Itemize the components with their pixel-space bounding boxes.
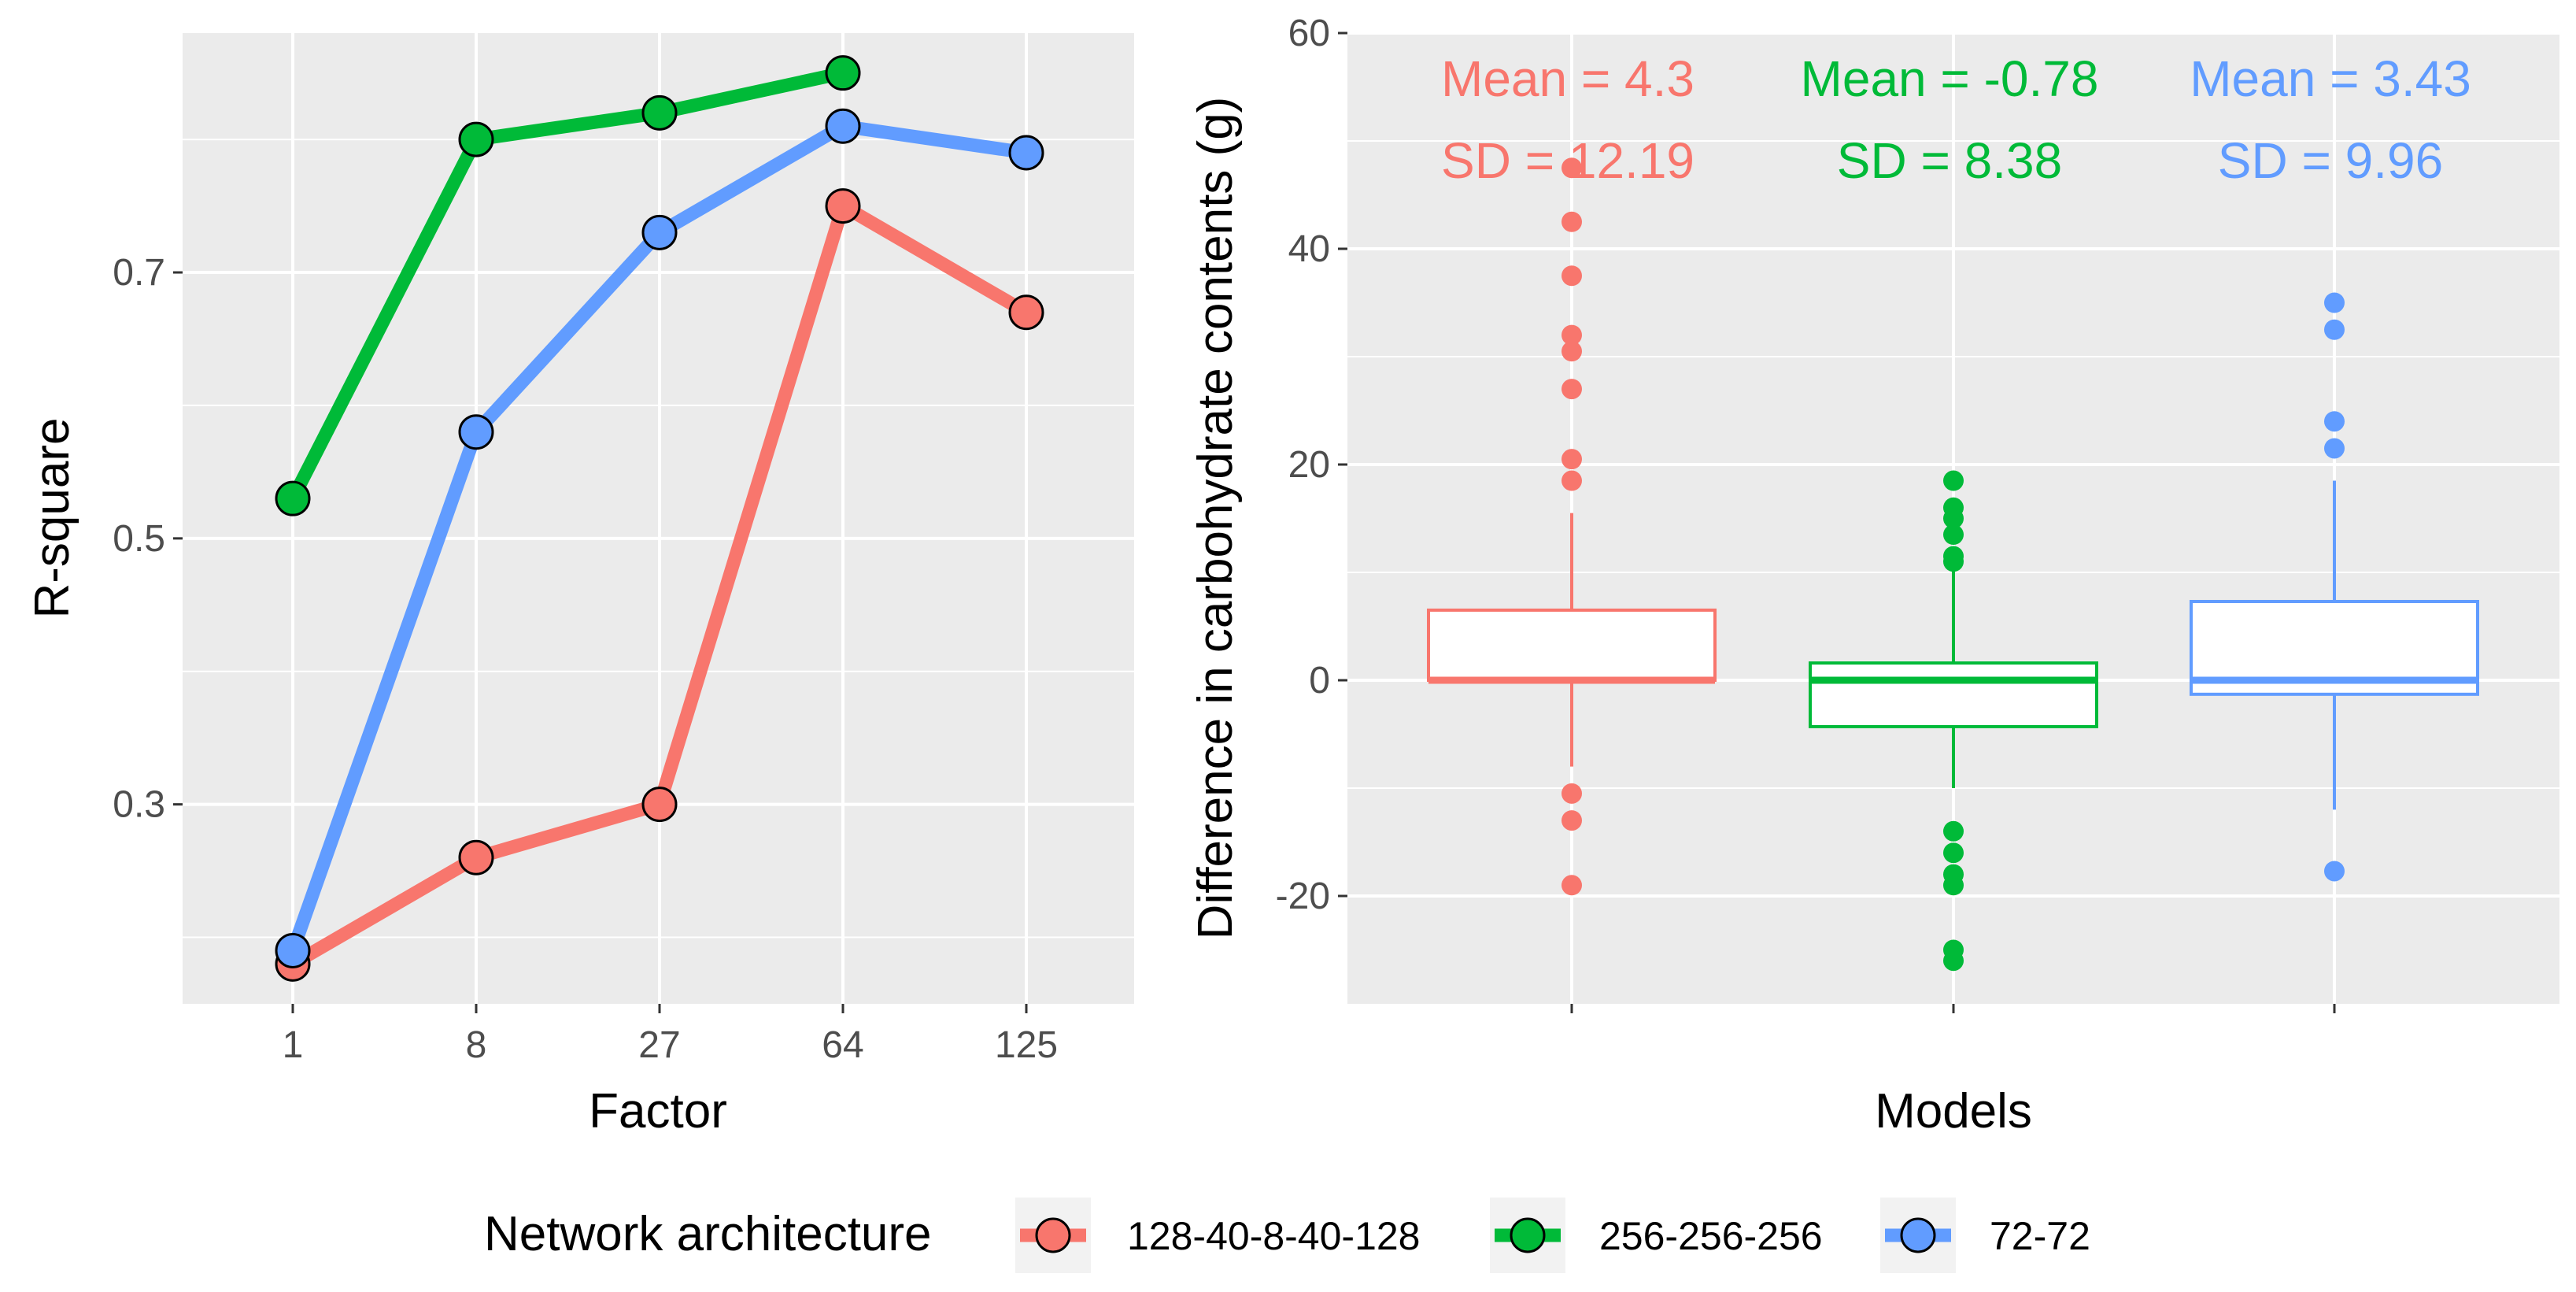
line-chart-points <box>275 55 1044 982</box>
line-chart-x-ticks: 1 8 27 64 125 <box>283 1004 1058 1066</box>
legend-key-point <box>1035 1217 1071 1253</box>
mean-annotation: Mean = 4.3 <box>1441 50 1695 107</box>
box-outlier <box>1561 379 1582 400</box>
sd-annotation: SD = 9.96 <box>2218 132 2443 189</box>
x-tick-label: 8 <box>466 1024 487 1066</box>
data-point-256-256-256 <box>458 121 494 157</box>
legend-key-point <box>1510 1217 1546 1253</box>
y-tick-label: 40 <box>1288 228 1330 270</box>
y-tick-label: -20 <box>1276 876 1330 917</box>
data-point-256-256-256 <box>641 94 678 131</box>
box-outlier <box>1561 211 1582 232</box>
mean-annotation: Mean = -0.78 <box>1801 50 2099 107</box>
data-point-256-256-256 <box>275 480 311 516</box>
data-point-72-72 <box>825 108 861 144</box>
box-outlier <box>2324 411 2345 432</box>
box-outlier <box>1561 341 1582 362</box>
box-outlier <box>1943 950 1964 972</box>
box-iqr <box>1809 661 2098 728</box>
box-outlier <box>1943 820 1964 842</box>
y-tick-label: 0.7 <box>113 252 165 294</box>
boxplot-y-axis-title: Difference in carbohydrate contents (g) <box>1188 97 1243 940</box>
y-tick-label: 20 <box>1288 444 1330 486</box>
box-outlier <box>2324 319 2345 340</box>
data-point-128-40-8-40-128 <box>641 787 678 823</box>
y-tick-label: 0 <box>1309 660 1330 702</box>
box-outlier <box>1561 449 1582 470</box>
box-outlier <box>1943 842 1964 864</box>
legend-label: 128-40-8-40-128 <box>1127 1214 1421 1258</box>
box-outlier <box>1561 875 1582 896</box>
sd-annotation: SD = 12.19 <box>1441 132 1695 189</box>
data-point-72-72 <box>641 214 678 250</box>
x-tick-label: 1 <box>283 1024 304 1066</box>
box-outlier <box>1943 524 1964 546</box>
data-point-128-40-8-40-128 <box>825 188 861 224</box>
box-outlier <box>1943 551 1964 572</box>
boxplot-boxes <box>1427 157 2479 972</box>
data-point-128-40-8-40-128 <box>458 839 494 876</box>
boxplot-y-ticks: -20 0 20 40 60 <box>1276 13 1347 917</box>
boxplot-x-ticks <box>1570 1004 2336 1013</box>
box-outlier <box>1561 810 1582 831</box>
box-outlier <box>1561 265 1582 287</box>
legend-title: Network architecture <box>484 1207 932 1261</box>
legend: Network architecture 128-40-8-40-128 256-… <box>484 1198 2090 1273</box>
box-iqr <box>1427 608 1717 683</box>
box-outlier <box>2324 292 2345 313</box>
box-outlier <box>1943 470 1964 491</box>
data-point-72-72 <box>275 932 311 968</box>
legend-key-point <box>1900 1217 1936 1253</box>
box-outlier <box>2324 438 2345 459</box>
x-tick-label: 27 <box>638 1024 680 1066</box>
legend-items: 128-40-8-40-128 256-256-256 72-72 <box>1015 1198 2090 1273</box>
x-tick-label: 64 <box>822 1024 863 1066</box>
legend-label: 72-72 <box>1990 1214 2090 1258</box>
x-tick-label: 125 <box>995 1024 1058 1066</box>
boxplot-annotations: Mean = 4.3 SD = 12.19 Mean = -0.78 SD = 8.3… <box>1441 50 2471 189</box>
line-chart-panel: 0.3 0.5 0.7 1 8 27 64 125 Factor R-square <box>25 33 1134 1138</box>
y-tick-label: 60 <box>1288 13 1330 54</box>
boxplot-x-axis-title: Models <box>1875 1084 2032 1138</box>
line-chart-y-ticks: 0.3 0.5 0.7 <box>113 252 183 826</box>
y-tick-label: 0.3 <box>113 784 165 826</box>
boxplot-panel: Mean = 4.3 SD = 12.19 Mean = -0.78 SD = 8.3… <box>1188 13 2559 1138</box>
box-outlier <box>1943 508 1964 529</box>
series-line-256-256-256 <box>286 66 844 502</box>
box-outlier <box>1561 324 1582 346</box>
box-outlier <box>1943 875 1964 896</box>
data-point-256-256-256 <box>825 55 861 91</box>
y-tick-label: 0.5 <box>113 518 165 560</box>
box-outlier <box>2324 861 2345 882</box>
box-outlier <box>1561 783 1582 804</box>
line-chart-y-axis-title: R-square <box>25 418 79 619</box>
data-point-72-72 <box>1008 135 1044 171</box>
data-point-72-72 <box>458 414 494 450</box>
box-outlier <box>1561 157 1582 179</box>
sd-annotation: SD = 8.38 <box>1837 132 2062 189</box>
mean-annotation: Mean = 3.43 <box>2190 50 2471 107</box>
data-point-128-40-8-40-128 <box>1008 294 1044 331</box>
legend-label: 256-256-256 <box>1599 1214 1823 1258</box>
box-outlier <box>1561 470 1582 491</box>
line-chart-x-axis-title: Factor <box>589 1084 727 1138</box>
